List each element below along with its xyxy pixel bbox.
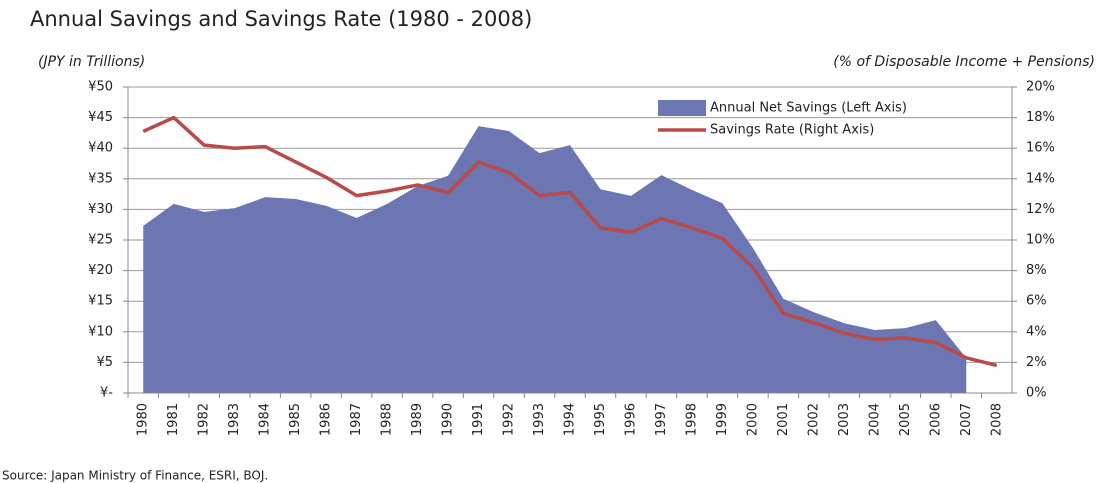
x-tick-label: 1997 bbox=[654, 403, 669, 436]
x-tick-label: 2004 bbox=[867, 403, 882, 436]
area bbox=[143, 126, 967, 393]
y-tick-label: ¥35 bbox=[88, 171, 113, 186]
y-tick-label: ¥15 bbox=[88, 294, 113, 309]
x-tick-label: 2001 bbox=[776, 403, 791, 436]
y-tick-label: ¥5 bbox=[96, 355, 113, 370]
y-tick-label: ¥- bbox=[100, 386, 113, 401]
y2-tick-label: 8% bbox=[1026, 263, 1047, 278]
x-tick-label: 2005 bbox=[898, 403, 913, 436]
x-tick-label: 1985 bbox=[288, 403, 303, 436]
y2-tick-label: 14% bbox=[1026, 171, 1055, 186]
x-tick-label: 1990 bbox=[441, 403, 456, 436]
x-tick-label: 1982 bbox=[197, 403, 212, 436]
y2-tick-label: 20% bbox=[1026, 80, 1055, 95]
line bbox=[142, 115, 998, 368]
y-tick-label: ¥20 bbox=[88, 263, 113, 278]
x-tick-label: 2007 bbox=[959, 403, 974, 436]
x-tick-label: 2003 bbox=[837, 403, 852, 436]
y2-tick-label: 4% bbox=[1026, 324, 1047, 339]
x-tick-label: 1996 bbox=[623, 403, 638, 436]
y-tick-label: ¥45 bbox=[88, 110, 113, 125]
y2-tick-label: 6% bbox=[1026, 294, 1047, 309]
x-tick-label: 2002 bbox=[806, 403, 821, 436]
x-tick-label: 2006 bbox=[928, 403, 943, 436]
x-tick-label: 1995 bbox=[593, 403, 608, 436]
legend-label: Savings Rate (Right Axis) bbox=[710, 123, 874, 138]
chart-title: Annual Savings and Savings Rate (1980 - … bbox=[30, 7, 532, 31]
y-tick-label: ¥50 bbox=[88, 80, 113, 95]
x-tick-label: 1981 bbox=[166, 403, 181, 436]
x-tick-label: 1980 bbox=[136, 403, 151, 436]
y2-tick-label: 10% bbox=[1026, 233, 1055, 248]
y2-tick-label: 12% bbox=[1026, 202, 1055, 217]
y2-tick-label: 16% bbox=[1026, 141, 1055, 156]
legend-swatch bbox=[658, 100, 706, 116]
y2-axis-label: (% of Disposable Income + Pensions) bbox=[833, 54, 1095, 70]
y-tick-label: ¥25 bbox=[88, 233, 113, 248]
legend-label: Annual Net Savings (Left Axis) bbox=[710, 101, 907, 116]
x-tick-label: 2000 bbox=[745, 403, 760, 436]
x-tick-label: 2008 bbox=[989, 403, 1004, 436]
x-tick-label: 1988 bbox=[380, 403, 395, 436]
y-tick-label: ¥10 bbox=[88, 324, 113, 339]
x-tick-label: 1992 bbox=[502, 403, 517, 436]
x-tick-label: 1989 bbox=[410, 403, 425, 436]
y-tick-label: ¥40 bbox=[88, 141, 113, 156]
x-tick-label: 1991 bbox=[471, 403, 486, 436]
y-axis-label: (JPY in Trillions) bbox=[38, 54, 145, 70]
x-tick-label: 1987 bbox=[349, 403, 364, 436]
y2-tick-label: 2% bbox=[1026, 355, 1047, 370]
y2-tick-label: 18% bbox=[1026, 110, 1055, 125]
x-tick-label: 1983 bbox=[227, 403, 242, 436]
x-tick-label: 1994 bbox=[563, 403, 578, 436]
x-tick-label: 1999 bbox=[715, 403, 730, 436]
x-tick-label: 1998 bbox=[684, 403, 699, 436]
y-tick-label: ¥30 bbox=[88, 202, 113, 217]
x-tick-label: 1986 bbox=[319, 403, 334, 436]
x-tick-label: 1993 bbox=[532, 403, 547, 436]
y2-tick-label: 0% bbox=[1026, 386, 1047, 401]
source: Source: Japan Ministry of Finance, ESRI,… bbox=[2, 469, 268, 483]
x-tick-label: 1984 bbox=[258, 403, 273, 436]
